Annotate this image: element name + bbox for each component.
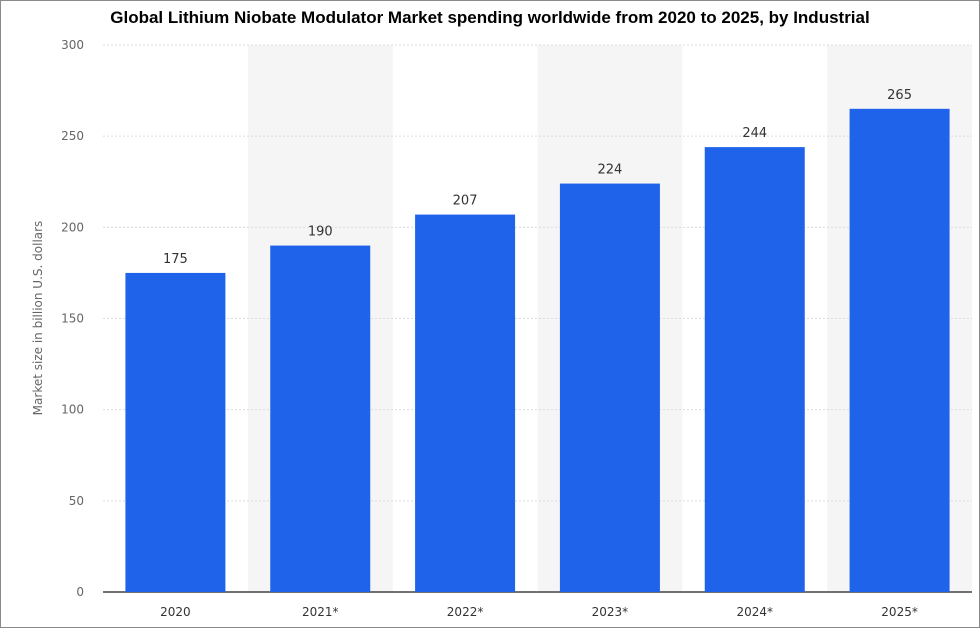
y-tick-label: 150 bbox=[61, 312, 84, 326]
y-tick-label: 0 bbox=[76, 585, 84, 599]
data-label: 244 bbox=[742, 126, 767, 141]
data-label: 175 bbox=[163, 252, 188, 267]
x-tick-label: 2022* bbox=[447, 605, 484, 619]
x-tick-label: 2020 bbox=[160, 605, 191, 619]
y-tick-label: 300 bbox=[61, 38, 84, 52]
bar-2021 bbox=[270, 245, 371, 593]
x-tick-label: 2025* bbox=[881, 605, 918, 619]
data-label: 265 bbox=[887, 88, 912, 103]
x-tick-label: 2021* bbox=[302, 605, 339, 619]
y-tick-label: 100 bbox=[61, 403, 84, 417]
bar-2024 bbox=[704, 147, 805, 592]
y-tick-label: 200 bbox=[61, 220, 84, 234]
y-tick-label: 250 bbox=[61, 129, 84, 143]
x-tick-label: 2023* bbox=[592, 605, 629, 619]
bar-2025 bbox=[849, 108, 950, 593]
data-label: 207 bbox=[453, 194, 478, 209]
data-label: 190 bbox=[308, 225, 333, 240]
bar-2023 bbox=[559, 183, 660, 592]
bar-2022 bbox=[415, 214, 516, 592]
y-axis-label: Market size in billion U.S. dollars bbox=[31, 221, 45, 416]
chart-title: Global Lithium Niobate Modulator Market … bbox=[110, 8, 870, 27]
data-label: 224 bbox=[598, 163, 623, 178]
bar-2020 bbox=[125, 272, 226, 592]
x-tick-label: 2024* bbox=[736, 605, 773, 619]
y-tick-label: 50 bbox=[69, 494, 84, 508]
